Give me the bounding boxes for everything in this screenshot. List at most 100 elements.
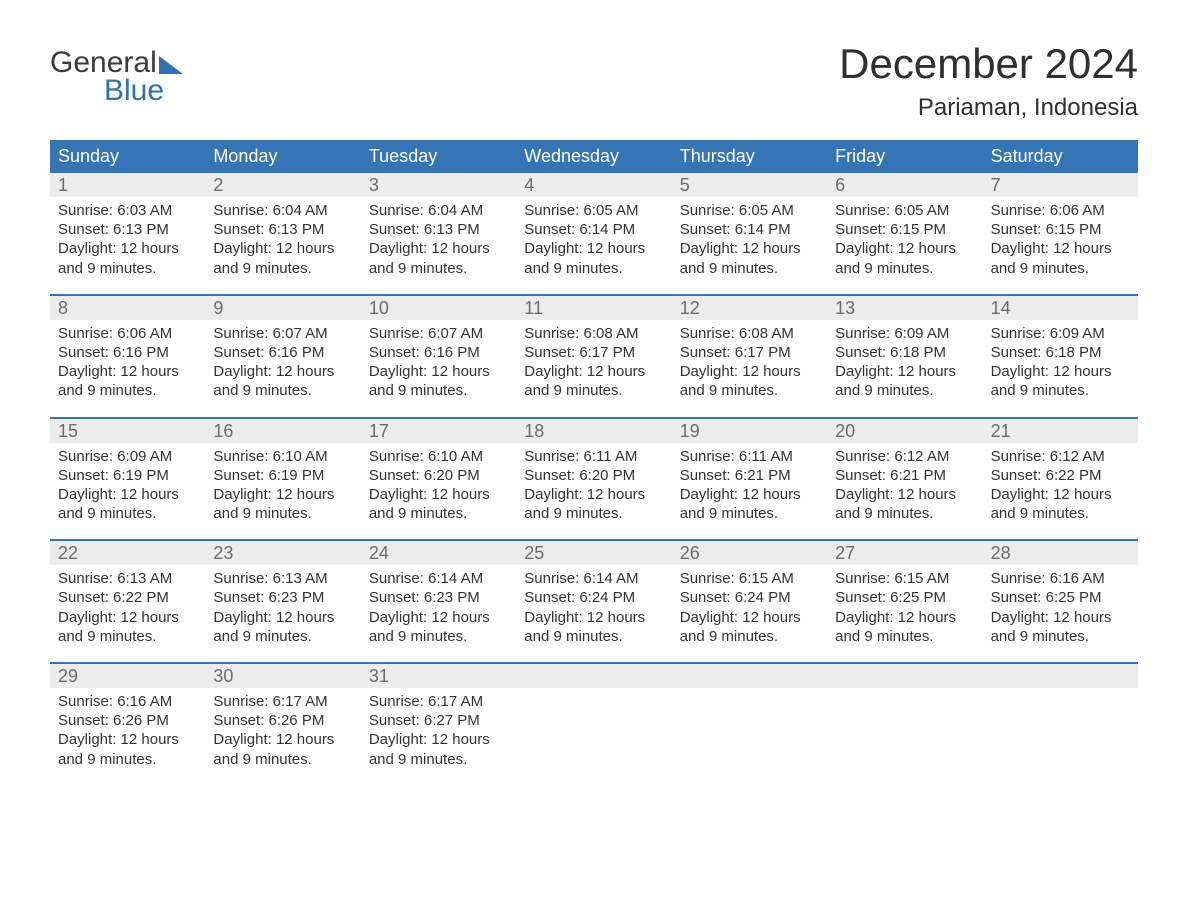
daylight-line: Daylight: 12 hours and 9 minutes. — [991, 362, 1130, 400]
calendar-cell: 5Sunrise: 6:05 AMSunset: 6:14 PMDaylight… — [672, 173, 827, 280]
sunset-line: Sunset: 6:23 PM — [369, 588, 508, 607]
daylight-line: Daylight: 12 hours and 9 minutes. — [835, 485, 974, 523]
sunrise-line: Sunrise: 6:05 AM — [680, 201, 819, 220]
day-number: 29 — [50, 664, 205, 688]
daylight-line: Daylight: 12 hours and 9 minutes. — [369, 485, 508, 523]
day-info: Sunrise: 6:13 AMSunset: 6:23 PMDaylight:… — [205, 565, 360, 648]
day-info: Sunrise: 6:12 AMSunset: 6:21 PMDaylight:… — [827, 443, 982, 526]
day-number: . — [827, 664, 982, 688]
calendar-cell: 8Sunrise: 6:06 AMSunset: 6:16 PMDaylight… — [50, 296, 205, 403]
sunrise-line: Sunrise: 6:15 AM — [680, 569, 819, 588]
calendar-cell: 19Sunrise: 6:11 AMSunset: 6:21 PMDayligh… — [672, 419, 827, 526]
sunrise-line: Sunrise: 6:14 AM — [524, 569, 663, 588]
day-number: 15 — [50, 419, 205, 443]
sunrise-line: Sunrise: 6:10 AM — [213, 447, 352, 466]
sunset-line: Sunset: 6:26 PM — [213, 711, 352, 730]
sunrise-line: Sunrise: 6:09 AM — [991, 324, 1130, 343]
daylight-line: Daylight: 12 hours and 9 minutes. — [680, 239, 819, 277]
dayname-header: Sunday — [50, 140, 205, 173]
sunset-line: Sunset: 6:15 PM — [991, 220, 1130, 239]
logo-triangle-icon — [159, 56, 183, 74]
day-info: Sunrise: 6:07 AMSunset: 6:16 PMDaylight:… — [205, 320, 360, 403]
sunrise-line: Sunrise: 6:09 AM — [835, 324, 974, 343]
daylight-line: Daylight: 12 hours and 9 minutes. — [991, 608, 1130, 646]
calendar-week: 22Sunrise: 6:13 AMSunset: 6:22 PMDayligh… — [50, 539, 1138, 648]
sunset-line: Sunset: 6:18 PM — [835, 343, 974, 362]
day-number: 3 — [361, 173, 516, 197]
daylight-line: Daylight: 12 hours and 9 minutes. — [58, 239, 197, 277]
day-info: Sunrise: 6:07 AMSunset: 6:16 PMDaylight:… — [361, 320, 516, 403]
sunset-line: Sunset: 6:25 PM — [835, 588, 974, 607]
daylight-line: Daylight: 12 hours and 9 minutes. — [369, 362, 508, 400]
sunset-line: Sunset: 6:21 PM — [680, 466, 819, 485]
day-number: 9 — [205, 296, 360, 320]
day-number: 2 — [205, 173, 360, 197]
location-subtitle: Pariaman, Indonesia — [839, 94, 1138, 122]
day-number: 18 — [516, 419, 671, 443]
calendar-cell: 21Sunrise: 6:12 AMSunset: 6:22 PMDayligh… — [983, 419, 1138, 526]
day-info: Sunrise: 6:11 AMSunset: 6:21 PMDaylight:… — [672, 443, 827, 526]
daylight-line: Daylight: 12 hours and 9 minutes. — [835, 608, 974, 646]
day-info: Sunrise: 6:10 AMSunset: 6:19 PMDaylight:… — [205, 443, 360, 526]
header: General Blue December 2024 Pariaman, Ind… — [50, 40, 1138, 122]
sunrise-line: Sunrise: 6:12 AM — [835, 447, 974, 466]
sunset-line: Sunset: 6:18 PM — [991, 343, 1130, 362]
day-info: Sunrise: 6:16 AMSunset: 6:26 PMDaylight:… — [50, 688, 205, 771]
calendar-cell: 22Sunrise: 6:13 AMSunset: 6:22 PMDayligh… — [50, 541, 205, 648]
sunrise-line: Sunrise: 6:16 AM — [58, 692, 197, 711]
day-info: Sunrise: 6:09 AMSunset: 6:18 PMDaylight:… — [827, 320, 982, 403]
daylight-line: Daylight: 12 hours and 9 minutes. — [524, 608, 663, 646]
sunset-line: Sunset: 6:16 PM — [58, 343, 197, 362]
day-info: Sunrise: 6:08 AMSunset: 6:17 PMDaylight:… — [516, 320, 671, 403]
sunset-line: Sunset: 6:19 PM — [58, 466, 197, 485]
sunrise-line: Sunrise: 6:04 AM — [369, 201, 508, 220]
title-block: December 2024 Pariaman, Indonesia — [839, 40, 1138, 122]
day-number: 30 — [205, 664, 360, 688]
calendar-cell: 31Sunrise: 6:17 AMSunset: 6:27 PMDayligh… — [361, 664, 516, 771]
day-number: 12 — [672, 296, 827, 320]
sunset-line: Sunset: 6:20 PM — [524, 466, 663, 485]
day-number: 20 — [827, 419, 982, 443]
calendar-cell: 25Sunrise: 6:14 AMSunset: 6:24 PMDayligh… — [516, 541, 671, 648]
daylight-line: Daylight: 12 hours and 9 minutes. — [58, 608, 197, 646]
sunset-line: Sunset: 6:15 PM — [835, 220, 974, 239]
day-number: 19 — [672, 419, 827, 443]
calendar-cell: 30Sunrise: 6:17 AMSunset: 6:26 PMDayligh… — [205, 664, 360, 771]
calendar-week: 8Sunrise: 6:06 AMSunset: 6:16 PMDaylight… — [50, 294, 1138, 403]
day-number: 8 — [50, 296, 205, 320]
day-info: Sunrise: 6:14 AMSunset: 6:24 PMDaylight:… — [516, 565, 671, 648]
calendar-cell: 10Sunrise: 6:07 AMSunset: 6:16 PMDayligh… — [361, 296, 516, 403]
daylight-line: Daylight: 12 hours and 9 minutes. — [213, 485, 352, 523]
sunrise-line: Sunrise: 6:15 AM — [835, 569, 974, 588]
calendar-cell: 7Sunrise: 6:06 AMSunset: 6:15 PMDaylight… — [983, 173, 1138, 280]
calendar-cell: 15Sunrise: 6:09 AMSunset: 6:19 PMDayligh… — [50, 419, 205, 526]
day-number: 16 — [205, 419, 360, 443]
calendar-cell: 28Sunrise: 6:16 AMSunset: 6:25 PMDayligh… — [983, 541, 1138, 648]
daylight-line: Daylight: 12 hours and 9 minutes. — [369, 608, 508, 646]
sunset-line: Sunset: 6:16 PM — [369, 343, 508, 362]
calendar-cell: . — [516, 664, 671, 771]
day-number: 4 — [516, 173, 671, 197]
day-info: Sunrise: 6:05 AMSunset: 6:14 PMDaylight:… — [516, 197, 671, 280]
day-number: . — [516, 664, 671, 688]
calendar-cell: 1Sunrise: 6:03 AMSunset: 6:13 PMDaylight… — [50, 173, 205, 280]
day-info: Sunrise: 6:15 AMSunset: 6:25 PMDaylight:… — [827, 565, 982, 648]
dayname-header: Wednesday — [516, 140, 671, 173]
daylight-line: Daylight: 12 hours and 9 minutes. — [991, 485, 1130, 523]
sunset-line: Sunset: 6:26 PM — [58, 711, 197, 730]
sunrise-line: Sunrise: 6:03 AM — [58, 201, 197, 220]
calendar-cell: 16Sunrise: 6:10 AMSunset: 6:19 PMDayligh… — [205, 419, 360, 526]
calendar-cell: 14 Sunrise: 6:09 AMSunset: 6:18 PMDayligh… — [983, 296, 1138, 403]
day-number: 7 — [983, 173, 1138, 197]
daylight-line: Daylight: 12 hours and 9 minutes. — [213, 730, 352, 768]
sunset-line: Sunset: 6:13 PM — [58, 220, 197, 239]
day-number: 14 — [983, 296, 1138, 320]
day-number: 25 — [516, 541, 671, 565]
calendar: SundayMondayTuesdayWednesdayThursdayFrid… — [50, 140, 1138, 771]
day-number: 31 — [361, 664, 516, 688]
day-info: Sunrise: 6:10 AMSunset: 6:20 PMDaylight:… — [361, 443, 516, 526]
daylight-line: Daylight: 12 hours and 9 minutes. — [213, 608, 352, 646]
dayname-header: Monday — [205, 140, 360, 173]
daylight-line: Daylight: 12 hours and 9 minutes. — [835, 239, 974, 277]
calendar-cell: 18Sunrise: 6:11 AMSunset: 6:20 PMDayligh… — [516, 419, 671, 526]
